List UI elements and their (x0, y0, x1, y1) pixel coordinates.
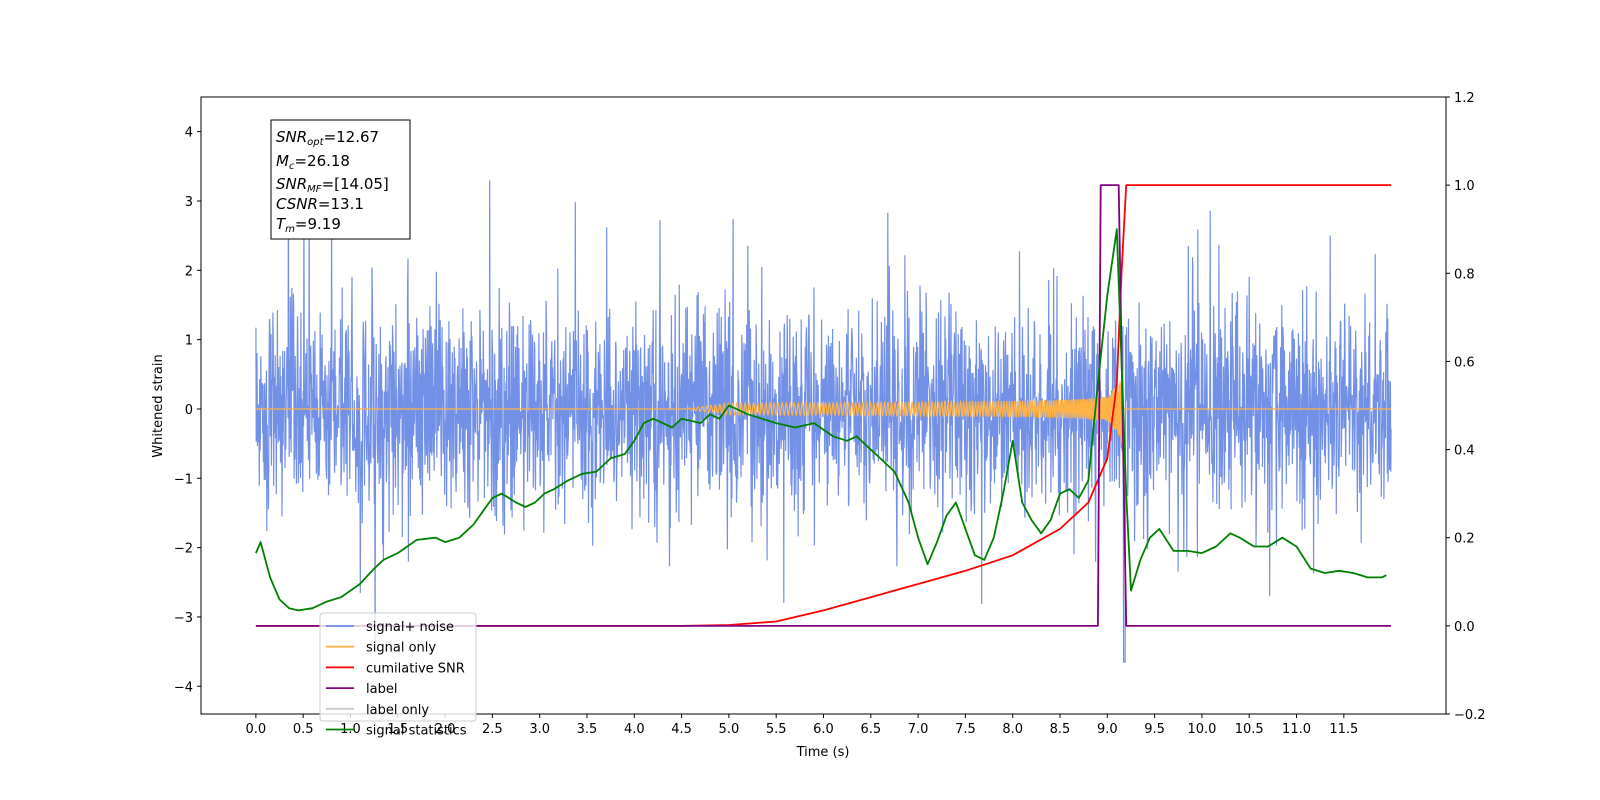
series-layer (255, 180, 1392, 663)
x-tick-label: 8.5 (1050, 722, 1071, 737)
legend-label-label: label (366, 682, 397, 697)
y-tick-label: 2 (185, 264, 193, 279)
legend-label-signal-only: signal only (366, 641, 436, 656)
y-axis-label: Whitened strain (151, 354, 166, 457)
legend-frame (319, 612, 477, 722)
x-tick-label: 9.5 (1144, 722, 1165, 737)
x-tick-label: 7.5 (955, 722, 976, 737)
series-label (255, 184, 1392, 627)
annotation-line-snr-mf: SNRMF=[14.05] (276, 175, 389, 195)
y-tick-label: 3 (185, 195, 193, 210)
x-tick-label: 2.0 (435, 722, 456, 737)
legend-label-signal-statistics: signal statistics (366, 724, 467, 739)
y2-tick-label: 0.6 (1454, 355, 1475, 370)
y-axis-right: −0.2 0.0 0.2 0.4 0.6 0.8 1.0 1.2 (1446, 91, 1486, 723)
annotation-frame (270, 119, 411, 240)
series-signal-statistics (255, 228, 1387, 612)
annotation-box: SNRopt=12.67 Mc=26.18 SNRMF=[14.05] CSNR… (270, 119, 411, 240)
y2-tick-label: 1.2 (1454, 91, 1475, 106)
series-signal-only (255, 370, 1392, 450)
y2-tick-label: −0.2 (1454, 708, 1486, 723)
legend-label-cumilative-snr: cumilative SNR (366, 661, 465, 676)
x-tick-label: 5.0 (719, 722, 740, 737)
series-signal-noise (255, 180, 1392, 663)
series-cumilative-snr (255, 184, 1392, 627)
y-tick-label: 1 (185, 334, 193, 349)
annotation-line-snr-opt: SNRopt=12.67 (276, 128, 379, 148)
y-tick-label: −1 (174, 472, 193, 487)
x-tick-label: 8.0 (1002, 722, 1023, 737)
y-tick-label: 4 (185, 126, 193, 141)
x-tick-label: 11.0 (1282, 722, 1311, 737)
x-tick-label: 3.0 (529, 722, 550, 737)
x-tick-label: 9.0 (1097, 722, 1118, 737)
x-tick-label: 6.5 (860, 722, 881, 737)
x-tick-label: 1.5 (387, 722, 408, 737)
x-tick-label: 0.5 (293, 722, 314, 737)
y-tick-label: −2 (174, 542, 193, 557)
x-tick-label: 4.5 (671, 722, 692, 737)
x-tick-label: 3.5 (577, 722, 598, 737)
x-tick-label: 5.5 (766, 722, 787, 737)
x-tick-label: 10.5 (1235, 722, 1264, 737)
annotation-line-tm: Tm=9.19 (276, 215, 341, 235)
legend-label-signal-noise: signal+ noise (366, 620, 454, 635)
y2-tick-label: 0.4 (1454, 444, 1475, 459)
y2-tick-label: 0.8 (1454, 267, 1475, 282)
annotation-line-mc: Mc=26.18 (276, 152, 350, 172)
y2-tick-label: 0.0 (1454, 620, 1475, 635)
y-tick-label: −3 (174, 611, 193, 626)
legend: signal+ noise signal only cumilative SNR la… (319, 612, 477, 739)
x-tick-label: 7.0 (908, 722, 929, 737)
x-tick-label: 11.5 (1329, 722, 1358, 737)
x-tick-label: 6.0 (813, 722, 834, 737)
y2-tick-label: 0.2 (1454, 532, 1475, 547)
x-tick-label: 2.5 (482, 722, 503, 737)
x-tick-label: 4.0 (624, 722, 645, 737)
y-axis-left: −4 −3 −2 −1 0 1 2 3 4 (174, 126, 201, 695)
x-axis-label: Time (s) (796, 745, 850, 760)
x-tick-label: 10.0 (1187, 722, 1216, 737)
y2-tick-label: 1.0 (1454, 179, 1475, 194)
x-tick-label: 0.0 (246, 722, 267, 737)
y-tick-label: 0 (185, 403, 193, 418)
x-axis: 0.0 0.5 1.0 1.5 2.0 2.5 3.0 3.5 4.0 4.5 5.0 5.5 6.0 6… (246, 714, 1358, 737)
y-tick-label: −4 (174, 680, 193, 695)
annotation-line-csnr: CSNR=13.1 (276, 195, 364, 213)
legend-label-label-only: label only (366, 703, 429, 718)
